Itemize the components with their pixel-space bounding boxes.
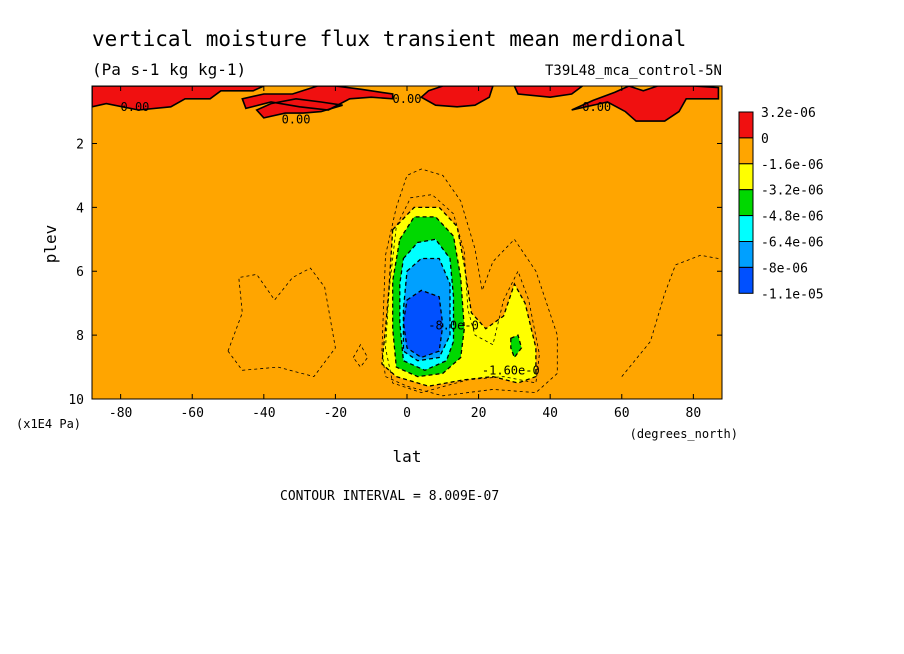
contour-line-2-0 — [399, 238, 455, 372]
x-tick-label-6: 40 — [542, 406, 558, 421]
chart-subtitle: (Pa s-1 kg kg-1) — [92, 60, 246, 79]
contour-region-5-0 — [92, 86, 264, 110]
colorbar-label-6: -8e-06 — [761, 261, 808, 276]
dataset-label: T39L48_mca_control-5N — [545, 63, 722, 79]
y-axis-units: (x1E4 Pa) — [16, 417, 81, 431]
x-tick-label-4: 0 — [403, 406, 411, 421]
x-axis: -80 -60 -40 -20 0 20 40 60 80 — [109, 86, 701, 421]
colorbar-swatch-1 — [738, 137, 754, 165]
y-tick-label-3: 8 — [76, 329, 84, 344]
dashed-contour-4 — [385, 194, 540, 394]
colorbar-label-2: -1.6e-06 — [761, 158, 824, 173]
contour-interval-note: CONTOUR INTERVAL = 8.009E-07 — [280, 489, 499, 504]
x-tick-label-0: -80 — [109, 406, 132, 421]
colorbar: 3.2e-06 0 -1.6e-06 -3.2e-06 -4.8e-06 -6.4e-06… — [738, 106, 824, 302]
dashed-contour-3 — [621, 254, 719, 377]
chart-title: vertical moisture flux transient mean me… — [92, 27, 686, 51]
contour-line-5-1 — [241, 86, 394, 111]
x-tick-label-5: 20 — [471, 406, 487, 421]
contour-line-layer — [92, 86, 720, 397]
y-axis: 2 4 6 8 10 — [68, 137, 722, 408]
dashed-contour-1 — [381, 168, 558, 397]
colorbar-label-1: 0 — [761, 132, 769, 147]
y-axis-title: plev — [41, 225, 60, 264]
contour-line-5-0 — [92, 86, 265, 111]
colorbar-swatch-3 — [738, 189, 754, 217]
x-tick-label-1: -60 — [180, 406, 203, 421]
dashed-contour-0 — [227, 267, 336, 378]
x-tick-label-8: 80 — [686, 406, 702, 421]
colorbar-label-0: 3.2e-06 — [761, 106, 816, 121]
colorbar-label-4: -4.8e-06 — [761, 210, 824, 225]
contour-label-0: 0.00 — [121, 100, 150, 114]
y-tick-label-4: 10 — [68, 393, 84, 408]
contour-line-5-4 — [513, 86, 584, 99]
contour-region-4-0 — [403, 290, 443, 358]
colorbar-swatch-5 — [738, 241, 754, 268]
x-tick-label-7: 60 — [614, 406, 630, 421]
contour-region-5-3 — [421, 86, 493, 107]
contour-label-1: 0.00 — [282, 113, 311, 127]
colorbar-swatch-4 — [738, 215, 754, 243]
contour-line-0-0 — [381, 206, 537, 387]
colorbar-label-5: -6.4e-06 — [761, 236, 824, 251]
y-tick-label-1: 4 — [76, 201, 84, 216]
contour-region-5-1 — [242, 86, 393, 110]
contour-label-2: 0.00 — [393, 92, 422, 106]
contour-label-layer: 0.00 0.00 0.00 0.00 -1.60e-0 -8.0e-0 — [121, 92, 612, 377]
y-tick-label-0: 2 — [76, 137, 84, 152]
y-tick-label-2: 6 — [76, 265, 84, 280]
contour-line-5-3 — [419, 86, 494, 108]
contour-label-5: -8.0e-0 — [428, 319, 479, 333]
colorbar-swatch-6 — [738, 266, 754, 294]
contour-line-4-0 — [402, 289, 444, 359]
x-tick-label-3: -20 — [324, 406, 347, 421]
contour-fill-layer — [92, 86, 719, 387]
contour-line-5-2 — [255, 97, 343, 119]
x-axis-title: lat — [393, 447, 422, 466]
colorbar-swatch-0 — [738, 111, 754, 139]
contour-line-3-0 — [402, 257, 451, 362]
x-axis-units: (degrees_north) — [630, 427, 738, 441]
contour-line-1-1 — [510, 334, 523, 359]
x-tick-label-2: -40 — [252, 406, 275, 421]
contour-region-1-1 — [510, 335, 522, 358]
colorbar-label-3: -3.2e-06 — [761, 184, 824, 199]
contour-label-4: -1.60e-0 — [482, 363, 540, 377]
contour-line-1-0 — [392, 216, 465, 378]
contour-label-3: 0.00 — [582, 100, 611, 114]
colorbar-swatch-2 — [738, 163, 754, 191]
colorbar-label-7: -1.1e-05 — [761, 287, 824, 302]
